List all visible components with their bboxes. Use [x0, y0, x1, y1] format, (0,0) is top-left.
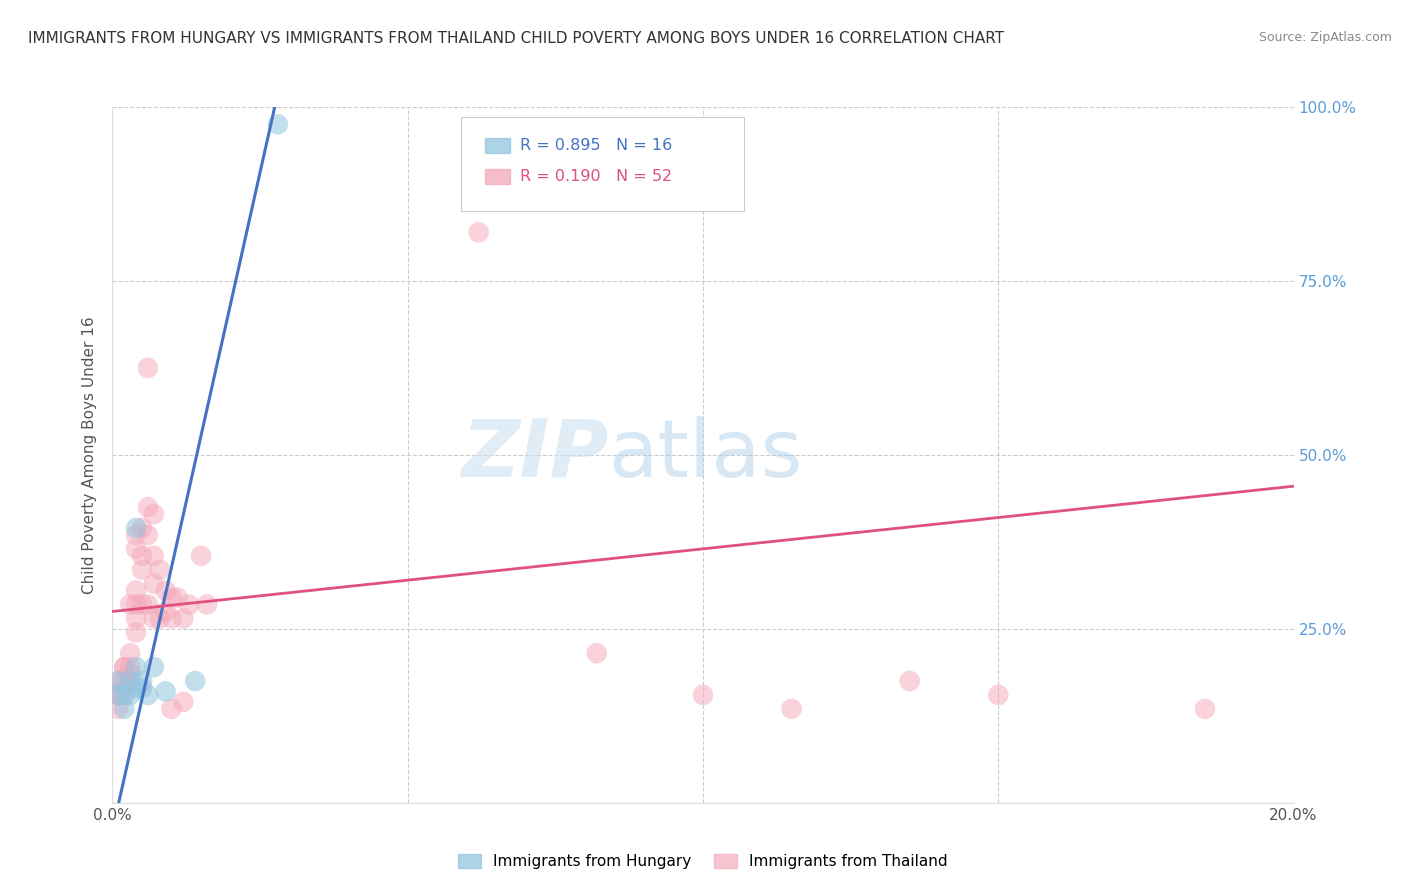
- Point: [136, 688, 159, 702]
- Point: [136, 500, 159, 514]
- Point: [155, 583, 177, 598]
- Point: [136, 360, 159, 375]
- Point: [107, 688, 129, 702]
- Point: [155, 605, 177, 619]
- Bar: [485, 137, 510, 153]
- Point: [142, 611, 165, 625]
- Point: [125, 625, 148, 640]
- Point: [780, 702, 803, 716]
- Point: [120, 598, 142, 612]
- FancyBboxPatch shape: [461, 118, 744, 211]
- Point: [120, 646, 142, 660]
- Legend: Immigrants from Hungary, Immigrants from Thailand: Immigrants from Hungary, Immigrants from…: [451, 848, 955, 875]
- Point: [190, 549, 212, 563]
- Point: [125, 681, 148, 695]
- Point: [120, 674, 142, 689]
- Point: [160, 611, 183, 625]
- Point: [112, 674, 135, 689]
- Point: [107, 688, 129, 702]
- Point: [125, 583, 148, 598]
- Point: [172, 695, 194, 709]
- Y-axis label: Child Poverty Among Boys Under 16: Child Poverty Among Boys Under 16: [82, 316, 97, 594]
- Point: [107, 702, 129, 716]
- Point: [125, 611, 148, 625]
- Point: [112, 681, 135, 695]
- Point: [112, 688, 135, 702]
- Point: [107, 674, 129, 689]
- Point: [160, 591, 183, 605]
- Point: [131, 681, 153, 695]
- Point: [120, 667, 142, 681]
- Point: [131, 674, 153, 689]
- Point: [142, 549, 165, 563]
- Point: [107, 688, 129, 702]
- Point: [125, 541, 148, 556]
- Point: [179, 598, 201, 612]
- Point: [131, 521, 153, 535]
- Point: [195, 598, 218, 612]
- Point: [149, 611, 172, 625]
- Point: [160, 702, 183, 716]
- Point: [112, 660, 135, 674]
- Point: [142, 576, 165, 591]
- Point: [136, 598, 159, 612]
- Point: [125, 521, 148, 535]
- Point: [120, 660, 142, 674]
- Point: [125, 660, 148, 674]
- Point: [131, 549, 153, 563]
- Point: [125, 598, 148, 612]
- Text: R = 0.895   N = 16: R = 0.895 N = 16: [520, 137, 672, 153]
- Point: [131, 563, 153, 577]
- Point: [1194, 702, 1216, 716]
- Point: [142, 660, 165, 674]
- Bar: [485, 169, 510, 185]
- Point: [107, 674, 129, 689]
- Text: R = 0.190   N = 52: R = 0.190 N = 52: [520, 169, 672, 184]
- Point: [112, 688, 135, 702]
- Point: [172, 611, 194, 625]
- Point: [142, 507, 165, 521]
- Point: [131, 598, 153, 612]
- Point: [184, 674, 207, 689]
- Text: IMMIGRANTS FROM HUNGARY VS IMMIGRANTS FROM THAILAND CHILD POVERTY AMONG BOYS UND: IMMIGRANTS FROM HUNGARY VS IMMIGRANTS FR…: [28, 31, 1004, 46]
- Point: [585, 646, 607, 660]
- Point: [120, 688, 142, 702]
- Point: [267, 117, 290, 131]
- Text: Source: ZipAtlas.com: Source: ZipAtlas.com: [1258, 31, 1392, 45]
- Text: ZIP: ZIP: [461, 416, 609, 494]
- Point: [149, 563, 172, 577]
- Point: [120, 674, 142, 689]
- Point: [155, 684, 177, 698]
- Text: atlas: atlas: [609, 416, 803, 494]
- Point: [112, 660, 135, 674]
- Point: [125, 528, 148, 542]
- Point: [692, 688, 714, 702]
- Point: [467, 225, 489, 239]
- Point: [112, 702, 135, 716]
- Point: [136, 528, 159, 542]
- Point: [987, 688, 1010, 702]
- Point: [166, 591, 188, 605]
- Point: [898, 674, 921, 689]
